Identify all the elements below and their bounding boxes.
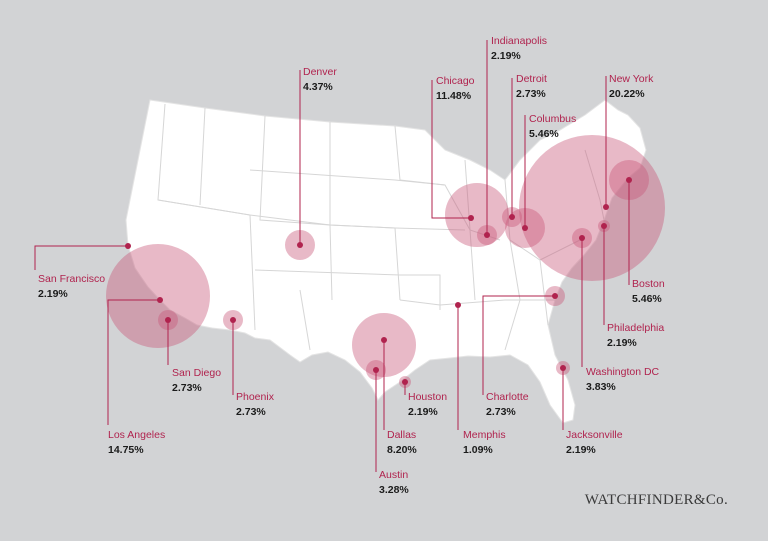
charlotte-dot[interactable] <box>552 293 558 299</box>
detroit-dot[interactable] <box>509 214 515 220</box>
chicago-bubble <box>445 183 509 247</box>
leader-line-layer <box>34 40 630 472</box>
dallas-dot[interactable] <box>381 337 387 343</box>
washington-dc-dot[interactable] <box>579 235 585 241</box>
jacksonville-value: 2.19% <box>566 444 596 456</box>
chicago-value: 11.48% <box>436 90 472 102</box>
philadelphia-label: Philadelphia <box>607 322 664 334</box>
columbus-value: 5.46% <box>529 128 559 140</box>
detroit-value: 2.73% <box>516 88 546 100</box>
chicago-label: Chicago <box>436 75 475 87</box>
los-angeles-label: Los Angeles <box>108 429 165 441</box>
los-angeles-value: 14.75% <box>108 444 144 456</box>
dallas-value: 8.20% <box>387 444 417 456</box>
phoenix-value: 2.73% <box>236 406 266 418</box>
state-borders <box>157 103 605 351</box>
denver-value: 4.37% <box>303 81 333 93</box>
san-francisco-leader-line <box>34 245 128 270</box>
us-landmass <box>125 99 647 424</box>
label-layer: San Francisco 2.19% Los Angeles 14.75% San D… <box>38 35 665 496</box>
memphis-label: Memphis <box>463 429 506 441</box>
denver-label: Denver <box>303 66 337 78</box>
austin-value: 3.28% <box>379 484 409 496</box>
city-dot-layer <box>125 177 632 385</box>
boston-label: Boston <box>632 278 665 290</box>
washington-dc-label: Washington DC <box>586 366 660 378</box>
houston-dot[interactable] <box>402 379 408 385</box>
philadelphia-value: 2.19% <box>607 337 637 349</box>
san-diego-value: 2.73% <box>172 382 202 394</box>
memphis-value: 1.09% <box>463 444 493 456</box>
charlotte-value: 2.73% <box>486 406 516 418</box>
charlotte-label: Charlotte <box>486 391 529 403</box>
chicago-dot[interactable] <box>468 215 474 221</box>
houston-label: Houston <box>408 391 447 403</box>
san-francisco-label: San Francisco <box>38 273 105 285</box>
indianapolis-value: 2.19% <box>491 50 521 62</box>
columbus-dot[interactable] <box>522 225 528 231</box>
austin-dot[interactable] <box>373 367 379 373</box>
indianapolis-dot[interactable] <box>484 232 490 238</box>
watchfinder-logo: WATCHFINDER&Co. <box>584 492 728 508</box>
boston-value: 5.46% <box>632 293 662 305</box>
charlotte-leader-line <box>482 295 555 395</box>
san-diego-label: San Diego <box>172 367 221 379</box>
detroit-label: Detroit <box>516 73 547 85</box>
dallas-label: Dallas <box>387 429 416 441</box>
san-diego-dot[interactable] <box>165 317 171 323</box>
san-francisco-dot[interactable] <box>125 243 131 249</box>
memphis-dot[interactable] <box>455 302 461 308</box>
new-york-bubble <box>519 135 665 281</box>
phoenix-label: Phoenix <box>236 391 275 403</box>
new-york-dot[interactable] <box>603 204 609 210</box>
bubble-layer <box>106 135 665 388</box>
los-angeles-leader-line <box>107 299 160 425</box>
chicago-leader-line <box>431 80 471 219</box>
phoenix-dot[interactable] <box>230 317 236 323</box>
indianapolis-label: Indianapolis <box>491 35 547 47</box>
new-york-value: 20.22% <box>609 88 645 100</box>
jacksonville-dot[interactable] <box>560 365 566 371</box>
denver-dot[interactable] <box>297 242 303 248</box>
jacksonville-label: Jacksonville <box>566 429 623 441</box>
los-angeles-dot[interactable] <box>157 297 163 303</box>
washington-dc-value: 3.83% <box>586 381 616 393</box>
houston-value: 2.19% <box>408 406 438 418</box>
new-york-label: New York <box>609 73 654 85</box>
philadelphia-dot[interactable] <box>601 223 607 229</box>
boston-dot[interactable] <box>626 177 632 183</box>
san-francisco-value: 2.19% <box>38 288 68 300</box>
los-angeles-bubble <box>106 244 210 348</box>
austin-label: Austin <box>379 469 408 481</box>
columbus-label: Columbus <box>529 113 576 125</box>
